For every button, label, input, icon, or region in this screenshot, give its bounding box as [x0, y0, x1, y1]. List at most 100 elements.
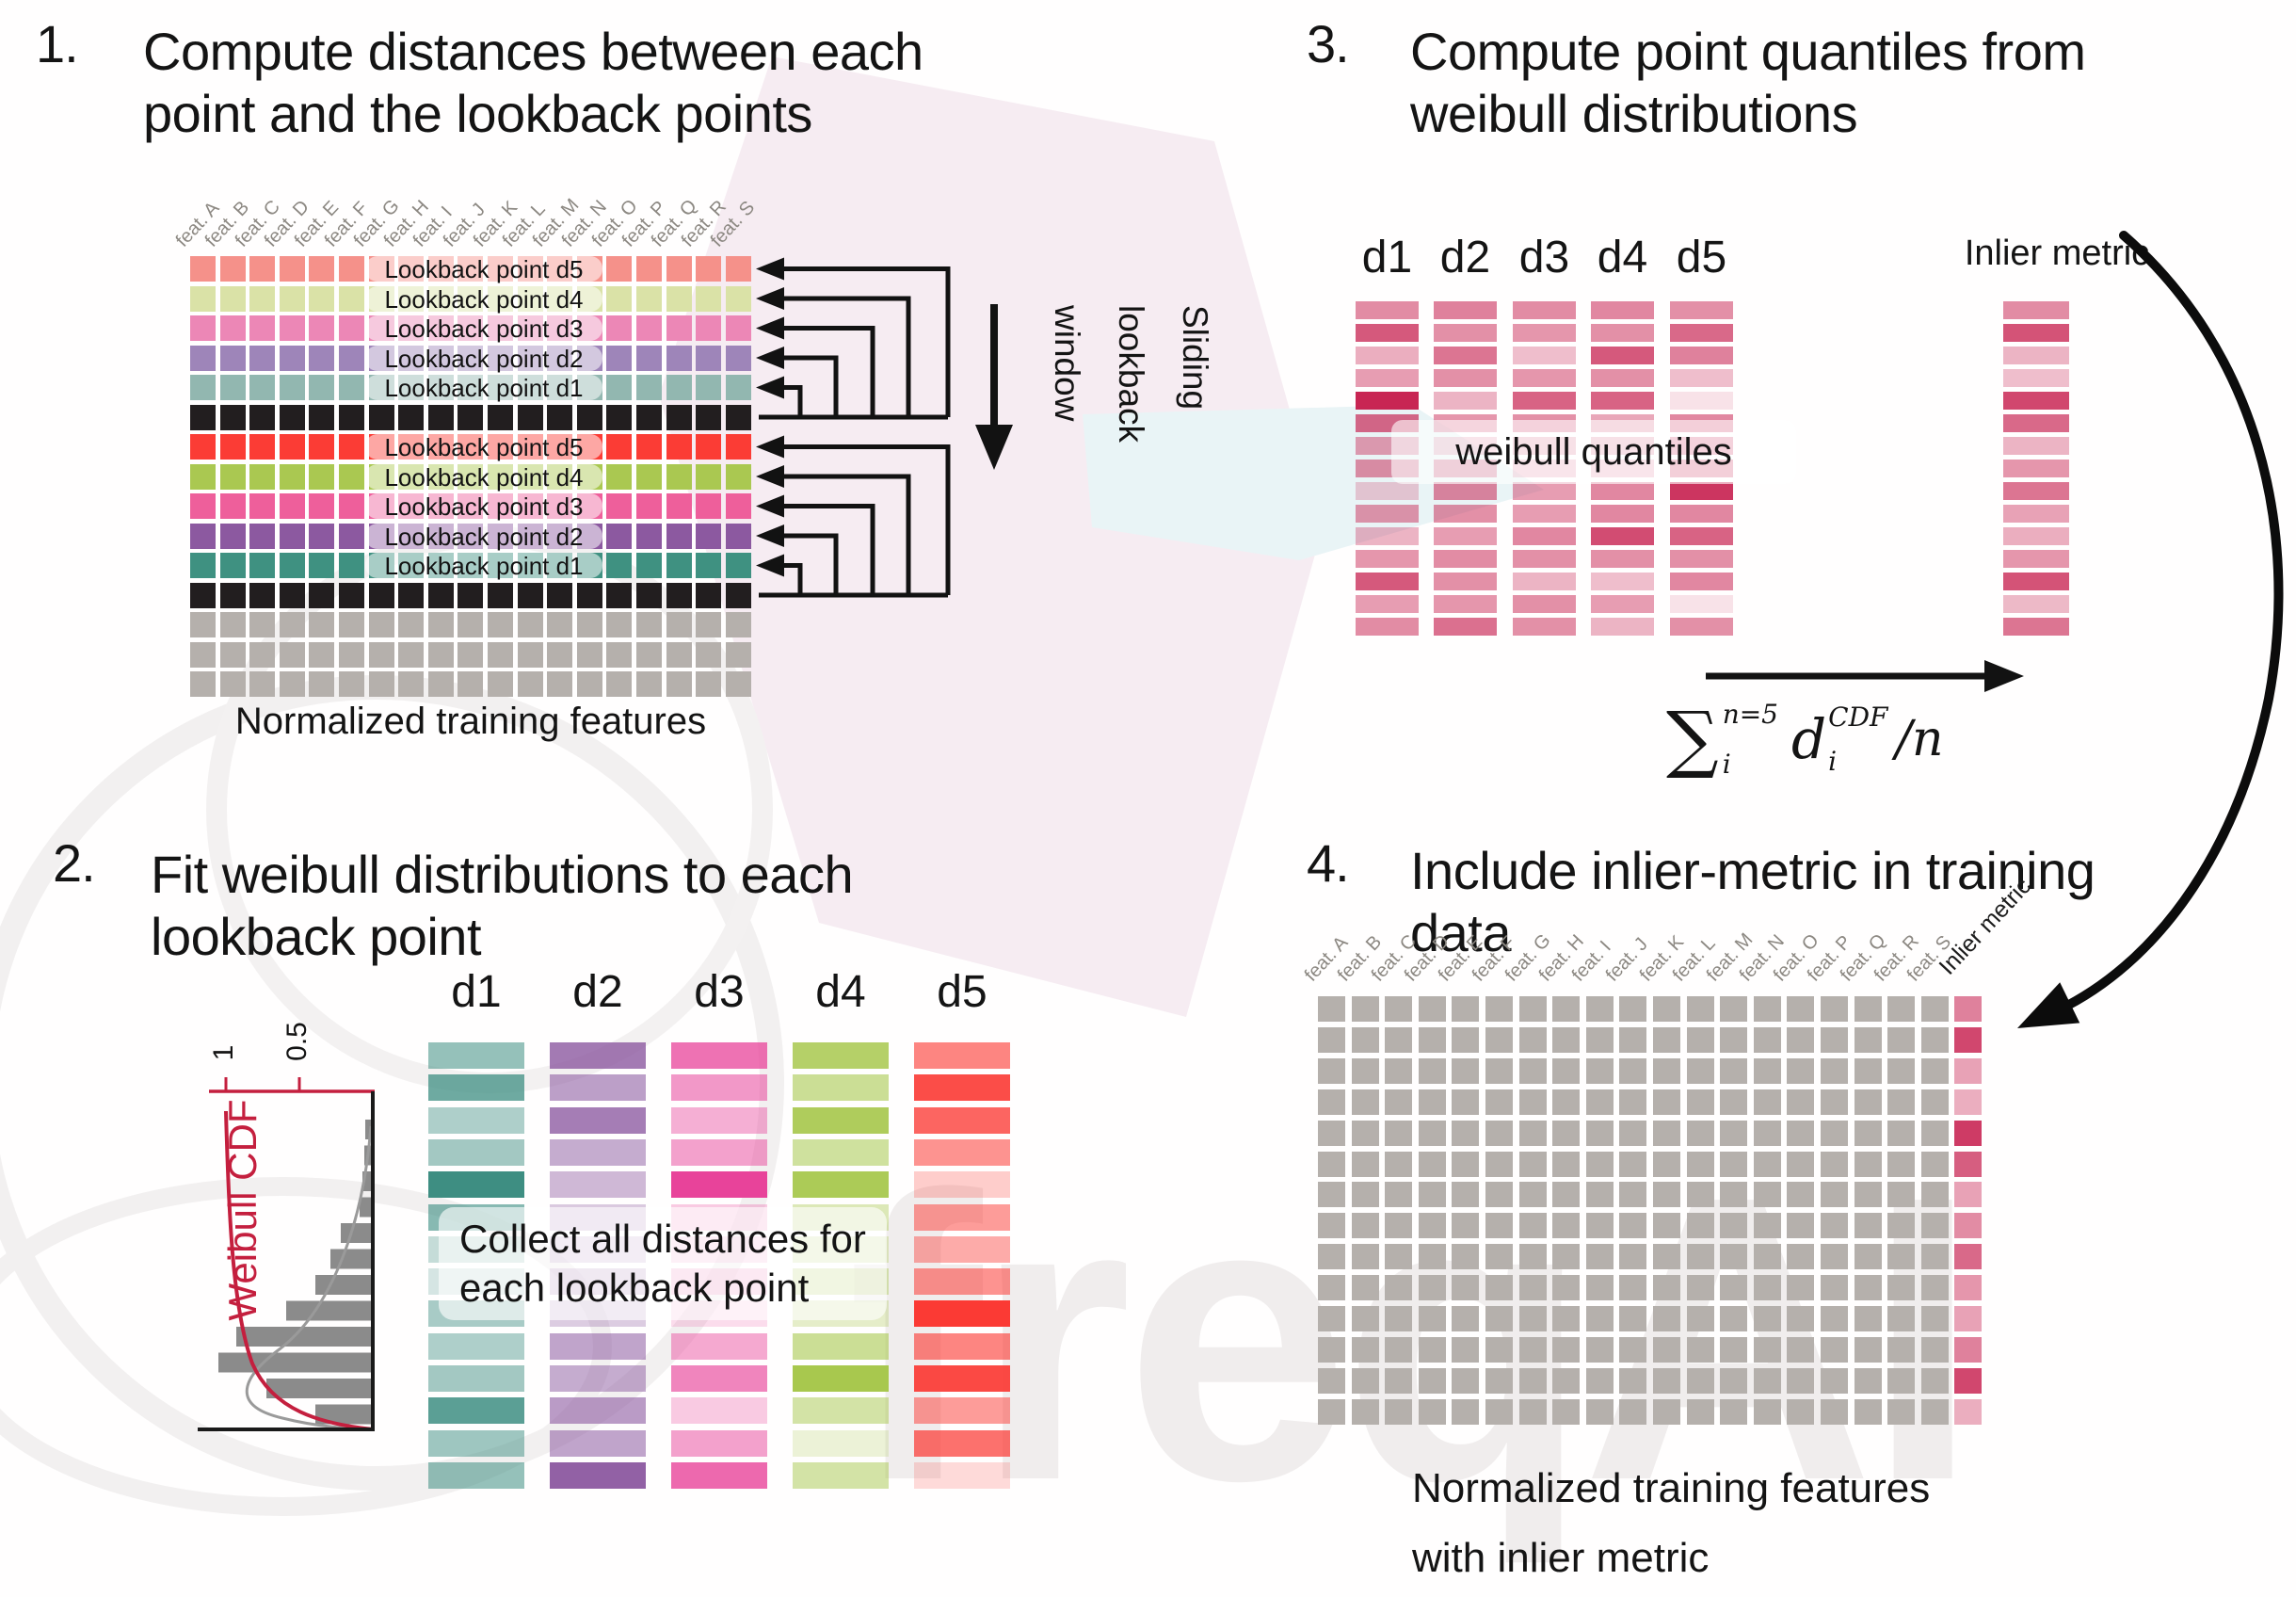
matrix-cell [1385, 1306, 1413, 1331]
quantile-bar-d2 [1434, 482, 1497, 500]
matrix-cell [1821, 1026, 1848, 1053]
matrix-row: Lookback point d1 [190, 375, 755, 401]
quantile-header-d5: d5 [1676, 233, 1727, 282]
matrix-cell [368, 404, 394, 430]
matrix-cell [1351, 1398, 1379, 1425]
matrix-cell [1619, 1336, 1647, 1363]
matrix-cell [1418, 1398, 1446, 1425]
distance-bar-d5 [914, 1461, 1010, 1489]
inlier-metric-cell [1954, 1182, 1983, 1208]
matrix-cell [309, 434, 335, 460]
matrix-cell [368, 641, 394, 668]
matrix-cell [1920, 1120, 1949, 1146]
quantile-bar-d2 [1434, 347, 1497, 364]
matrix-cell [1920, 1336, 1949, 1363]
matrix-cell [1585, 1120, 1614, 1146]
matrix-cell [606, 375, 633, 400]
matrix-cell [398, 582, 425, 608]
matrix-cell [1887, 1367, 1916, 1394]
histogram-bars [218, 1120, 371, 1425]
quantile-bar-d5 [1670, 324, 1733, 342]
matrix-cell [488, 612, 513, 637]
matrix-cell [1686, 1182, 1714, 1208]
matrix-cell [606, 612, 633, 637]
matrix-cell [1920, 1151, 1949, 1177]
lookback-row-label: Lookback point d4 [365, 285, 602, 313]
distance-bar-d4 [793, 1429, 889, 1457]
matrix-cell [1385, 1244, 1413, 1270]
matrix-cell [1518, 1120, 1547, 1146]
step-4-title-line2: data [1410, 903, 1512, 962]
matrix-cell [339, 671, 364, 697]
quantile-bar-d2 [1434, 392, 1497, 410]
matrix-cell [249, 256, 276, 282]
matrix-cell [1653, 996, 1680, 1022]
matrix-cell [1485, 1367, 1513, 1394]
distance-bar-d1 [428, 1429, 524, 1457]
quantile-bar-d2 [1434, 618, 1497, 636]
matrix-cell [1753, 1120, 1781, 1146]
matrix-cell [1485, 1057, 1513, 1084]
matrix-cell [1318, 1057, 1345, 1084]
matrix-cell [1753, 1026, 1781, 1053]
sliding-window-label: Sliding lookback window [1019, 305, 1243, 493]
formula-sum-limits: n=5 i [1719, 699, 1778, 780]
matrix-cell [1518, 1057, 1547, 1084]
matrix-cell [1518, 1026, 1547, 1053]
matrix-cell [279, 315, 305, 341]
quantile-bar-d3 [1513, 369, 1576, 387]
matrix-cell [488, 582, 513, 608]
matrix-cell [219, 612, 246, 637]
matrix-cell [1585, 1306, 1614, 1331]
matrix-cell [696, 345, 722, 371]
matrix-cell [1720, 1336, 1748, 1363]
distance-bar-d1 [428, 1042, 524, 1069]
matrix-cell [606, 582, 633, 608]
matrix-cell [1787, 996, 1815, 1022]
histogram-bar [236, 1327, 371, 1347]
matrix-cell [1552, 1306, 1581, 1331]
matrix-cell [1753, 1089, 1781, 1115]
column-header-d3: d3 [694, 967, 745, 1017]
matrix-cell [1854, 1244, 1882, 1270]
matrix-cell [1518, 1336, 1547, 1363]
distance-bar-d2 [550, 1171, 646, 1199]
note-line: Collect all distances for [459, 1217, 866, 1261]
quantile-header-d3: d3 [1518, 233, 1570, 282]
matrix-cell [1452, 1213, 1480, 1239]
matrix-cell [309, 671, 335, 697]
matrix-row: Lookback point d5 [190, 256, 755, 282]
matrix-cell [1887, 1398, 1916, 1425]
matrix-cell [190, 493, 216, 519]
matrix-cell [1920, 1213, 1949, 1239]
matrix-cell [339, 315, 364, 341]
matrix-cell [1518, 1306, 1547, 1331]
matrix-cell [666, 493, 692, 519]
matrix-cell [576, 671, 602, 697]
matrix-cell [606, 641, 633, 668]
quantile-bar-d1 [1356, 482, 1419, 500]
matrix-cell [219, 493, 246, 519]
quantile-bar-d5 [1670, 392, 1733, 410]
matrix-cell [1518, 1151, 1547, 1177]
inlier-metric-bar [2003, 414, 2069, 432]
distance-bar-d3 [671, 1138, 767, 1166]
distance-bar-d3 [671, 1397, 767, 1425]
matrix-cell [458, 671, 484, 697]
matrix-cell [1753, 1306, 1781, 1331]
matrix-cell [1753, 1182, 1781, 1208]
matrix-cell [1351, 1213, 1379, 1239]
matrix-cell [427, 671, 454, 697]
matrix-cell [1318, 1151, 1345, 1177]
matrix-cell [249, 641, 276, 668]
matrix-cell [1351, 1151, 1379, 1177]
matrix-cell [339, 375, 364, 400]
formula-sub: i [1722, 749, 1731, 780]
matrix-cell [1585, 1089, 1614, 1115]
matrix-cell [219, 375, 246, 400]
matrix-cell [1920, 1057, 1949, 1084]
matrix-cell [1619, 996, 1647, 1022]
matrix-cell [1854, 1275, 1882, 1301]
quantile-bar-d5 [1670, 595, 1733, 613]
matrix-cell [309, 345, 335, 371]
